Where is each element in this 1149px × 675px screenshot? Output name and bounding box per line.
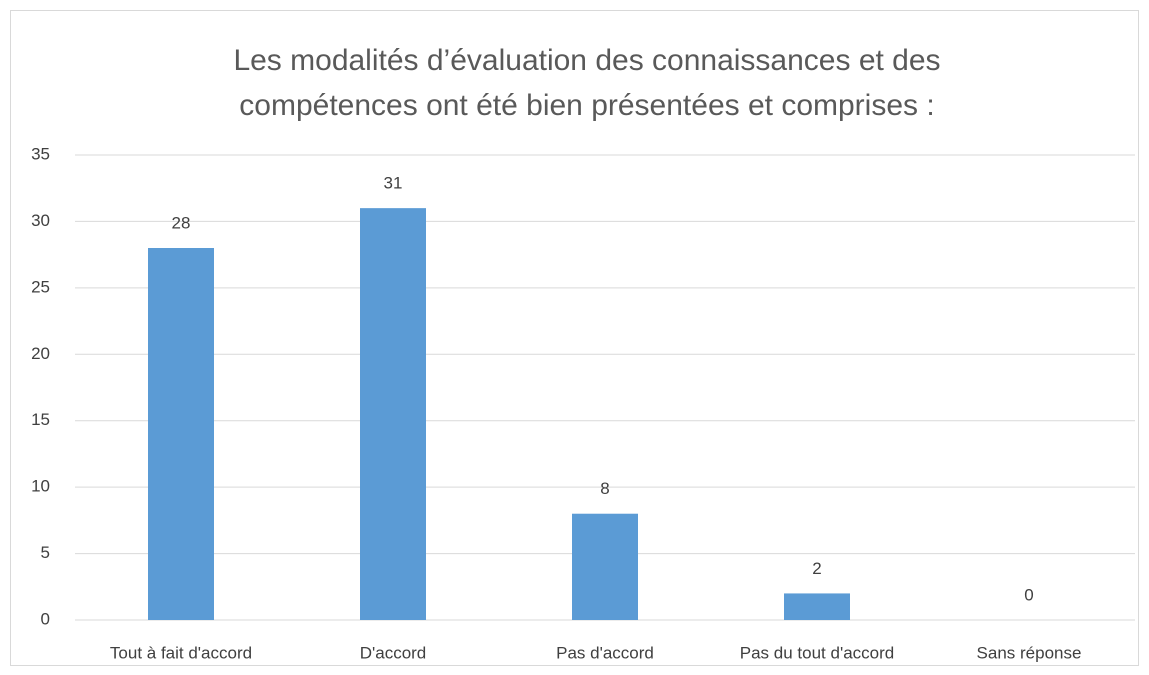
x-tick-label: D'accord xyxy=(360,643,427,662)
bar xyxy=(148,248,214,620)
y-tick-label: 35 xyxy=(31,144,50,163)
y-tick-label: 20 xyxy=(31,344,50,363)
chart-title: compétences ont été bien présentées et c… xyxy=(239,89,934,122)
x-tick-label: Pas du tout d'accord xyxy=(740,643,894,662)
y-tick-label: 10 xyxy=(31,477,50,496)
bar xyxy=(360,208,426,620)
data-label: 31 xyxy=(384,174,403,193)
x-tick-label: Tout à fait d'accord xyxy=(110,643,252,662)
chart-title: Les modalités d’évaluation des connaissa… xyxy=(233,44,940,77)
x-tick-label: Sans réponse xyxy=(977,643,1082,662)
data-label: 0 xyxy=(1024,585,1033,604)
data-label: 28 xyxy=(172,213,191,232)
bar xyxy=(572,513,638,620)
x-tick-label: Pas d'accord xyxy=(556,643,654,662)
y-tick-label: 15 xyxy=(31,410,50,429)
data-label: 8 xyxy=(600,479,609,498)
y-tick-label: 30 xyxy=(31,211,50,230)
y-tick-label: 5 xyxy=(41,543,50,562)
y-tick-label: 0 xyxy=(41,609,50,628)
y-tick-label: 25 xyxy=(31,277,50,296)
bar xyxy=(784,593,850,620)
data-label: 2 xyxy=(812,559,821,578)
